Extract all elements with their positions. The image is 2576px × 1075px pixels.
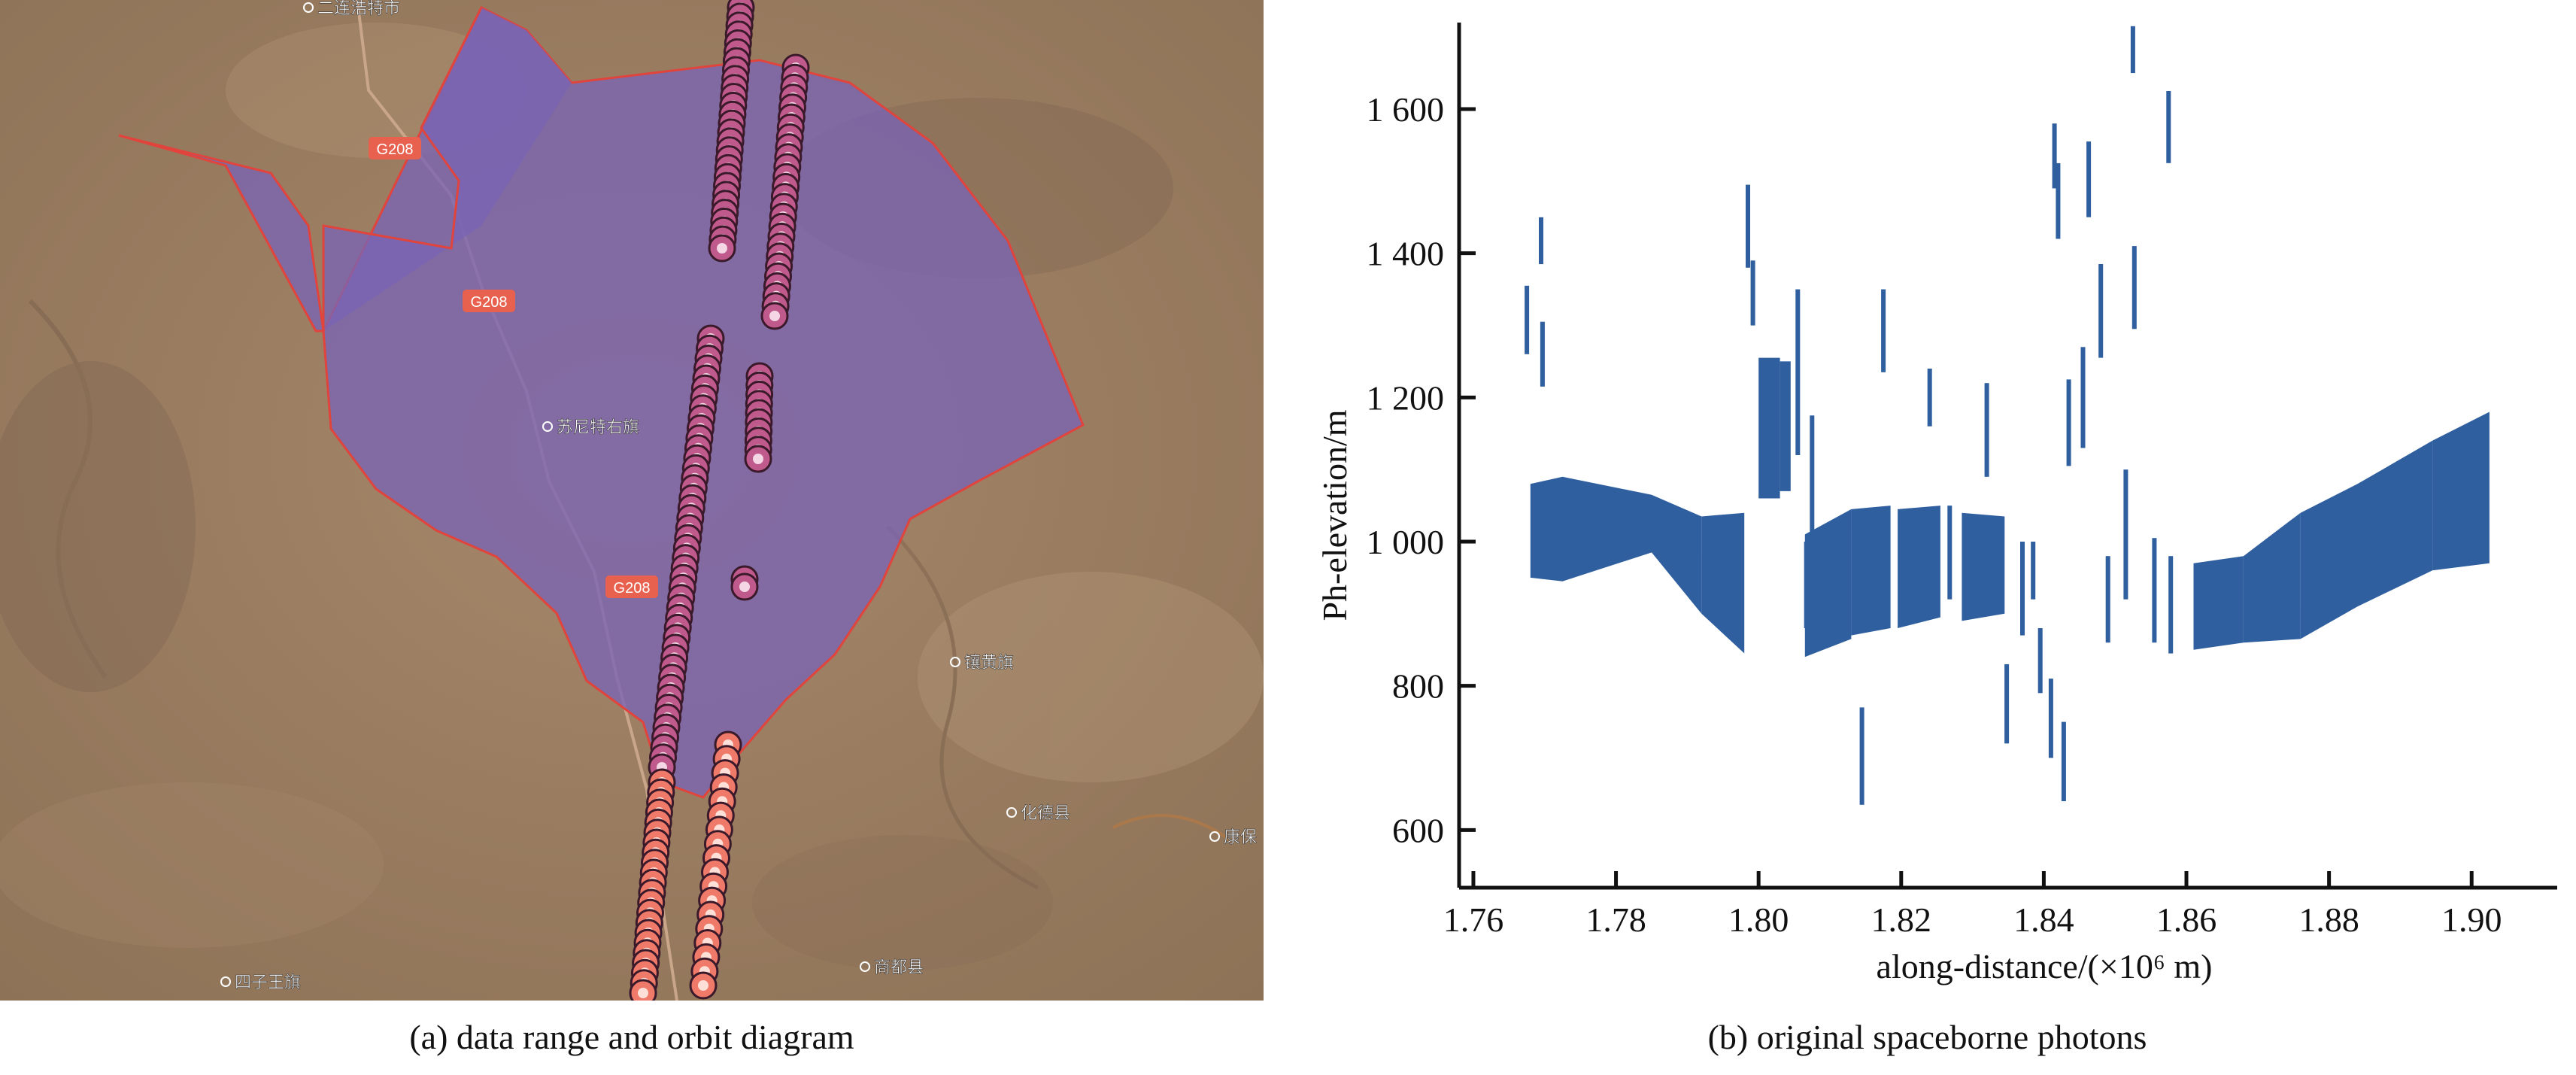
track-marker [760, 302, 789, 330]
track-marker [629, 979, 657, 1001]
photon-band-1 [1562, 476, 1652, 582]
region-top-edge [322, 7, 483, 331]
photon-segment-13 [2004, 664, 2010, 744]
photon-segment-23 [2086, 141, 2092, 217]
track-marker [744, 445, 772, 473]
photon-segment-1 [1539, 217, 1543, 265]
place-dot-erlian [303, 2, 314, 13]
photon-band-2 [1652, 494, 1702, 614]
photon-band-7 [1851, 506, 1891, 636]
photon-band-14 [2432, 411, 2490, 571]
x-tick-label: 1.86 [2156, 900, 2217, 939]
place-dot-huade [1006, 807, 1017, 818]
photon-segment-5 [1795, 289, 1801, 455]
satellite-map: G208 G208 G208 二连浩特市 苏尼特右旗 镶黄旗 化德县 康保 商都… [0, 0, 1264, 1001]
photon-band-9 [1962, 512, 2005, 621]
region-top-lobe [323, 8, 572, 331]
photon-segment-12 [1984, 383, 1989, 477]
photon-segment-7 [1810, 415, 1815, 571]
track-marker [708, 234, 736, 263]
photon-segment-8 [1859, 707, 1864, 805]
place-dot-shangdu [860, 961, 870, 972]
photon-segment-9 [1881, 289, 1886, 372]
photon-segment-30 [2166, 91, 2171, 163]
caption-a: (a) data range and orbit diagram [409, 1018, 854, 1056]
photon-segment-20 [2061, 721, 2066, 801]
photon-band-5 [1780, 361, 1791, 491]
chart-axes: 600 800 1 000 1 200 1 400 1 600 1.76 1.78 1.80 1.… [1367, 23, 2557, 939]
photon-band-12 [2300, 484, 2358, 639]
place-label-huade: 化德县 [1021, 804, 1070, 823]
x-tick-label: 1.78 [1585, 900, 1646, 939]
photon-band-13 [2357, 440, 2433, 607]
photon-segment-0 [1525, 285, 1530, 354]
photon-scatter-chart: 600 800 1 000 1 200 1 400 1 600 1.76 1.78 1.80 1.… [1315, 23, 2557, 985]
photon-segment-4 [1750, 260, 1755, 326]
photon-band-8 [1898, 506, 1940, 628]
road-label-3: G208 [605, 575, 658, 598]
svg-text:G208: G208 [471, 294, 508, 311]
x-tick-label: 1.90 [2441, 900, 2502, 939]
photon-segment-16 [2037, 628, 2043, 694]
y-axis-label: Ph-elevation/m [1315, 409, 1354, 621]
track-marker [730, 572, 759, 601]
photon-band-0 [1530, 476, 1563, 582]
photon-segment-28 [2131, 246, 2137, 329]
chart-panel: 600 800 1 000 1 200 1 400 1 600 1.76 1.78 1.80 1.… [1279, 0, 2576, 1001]
photon-segment-2 [1540, 321, 1545, 387]
x-tick-label: 1.76 [1443, 900, 1504, 939]
photon-segment-3 [1746, 184, 1750, 268]
photon-segment-31 [2168, 556, 2174, 654]
place-label-shangdu: 商都县 [874, 958, 924, 977]
photon-segment-27 [2130, 26, 2135, 74]
y-tick-label: 600 [1392, 811, 1444, 849]
photon-segment-25 [2105, 556, 2110, 643]
map-panel: G208 G208 G208 二连浩特市 苏尼特右旗 镶黄旗 化德县 康保 商都… [0, 0, 1264, 1001]
photon-band-4 [1758, 357, 1780, 499]
place-dot-sunite [542, 421, 553, 432]
y-tick-label: 1 400 [1367, 235, 1445, 273]
photon-segment-26 [2123, 469, 2128, 600]
x-tick-label: 1.88 [2298, 900, 2359, 939]
photon-segment-24 [2098, 264, 2104, 358]
place-label-erlian: 二连浩特市 [317, 0, 400, 18]
photon-band-3 [1701, 512, 1745, 654]
caption-b: (b) original spaceborne photons [1707, 1018, 2147, 1056]
track-marker [689, 971, 718, 1000]
svg-text:G208: G208 [614, 580, 651, 597]
photon-segment-29 [2152, 538, 2157, 643]
place-label-siziwang: 四子王旗 [235, 973, 301, 992]
photon-segment-19 [2056, 162, 2061, 239]
y-tick-label: 800 [1392, 667, 1444, 706]
photon-segment-18 [2052, 123, 2057, 189]
svg-text:G208: G208 [377, 141, 414, 158]
photon-marks [1525, 26, 2490, 805]
photon-segment-11 [1947, 506, 1952, 600]
x-tick-label: 1.82 [1871, 900, 1932, 939]
place-label-xianghuang: 镶黄旗 [964, 654, 1014, 673]
road-label-1: G208 [369, 137, 421, 159]
photon-segment-10 [1927, 369, 1932, 427]
x-tick-label: 1.80 [1728, 900, 1789, 939]
photon-segment-15 [2031, 542, 2036, 600]
photon-band-10 [2193, 556, 2244, 650]
photon-segment-6 [1804, 542, 1809, 628]
x-axis-label: along-distance/(×10⁶ m) [1877, 947, 2213, 985]
photon-segment-22 [2080, 347, 2086, 448]
place-label-sunite: 苏尼特右旗 [557, 418, 639, 437]
place-dot-xianghuang [950, 657, 960, 667]
place-label-kangbao: 康保 [1224, 828, 1257, 847]
x-tick-label: 1.84 [2013, 900, 2074, 939]
y-tick-label: 1 600 [1367, 90, 1445, 129]
place-dot-siziwang [220, 976, 231, 987]
photon-band-6 [1804, 509, 1852, 657]
y-tick-label: 1 000 [1367, 523, 1445, 561]
place-dot-kangbao [1209, 831, 1220, 842]
y-tick-label: 1 200 [1367, 378, 1445, 417]
photon-band-11 [2243, 512, 2301, 643]
road-label-2: G208 [463, 290, 515, 312]
photon-segment-14 [2020, 542, 2025, 636]
photon-segment-21 [2066, 379, 2071, 466]
photon-segment-17 [2048, 679, 2053, 758]
